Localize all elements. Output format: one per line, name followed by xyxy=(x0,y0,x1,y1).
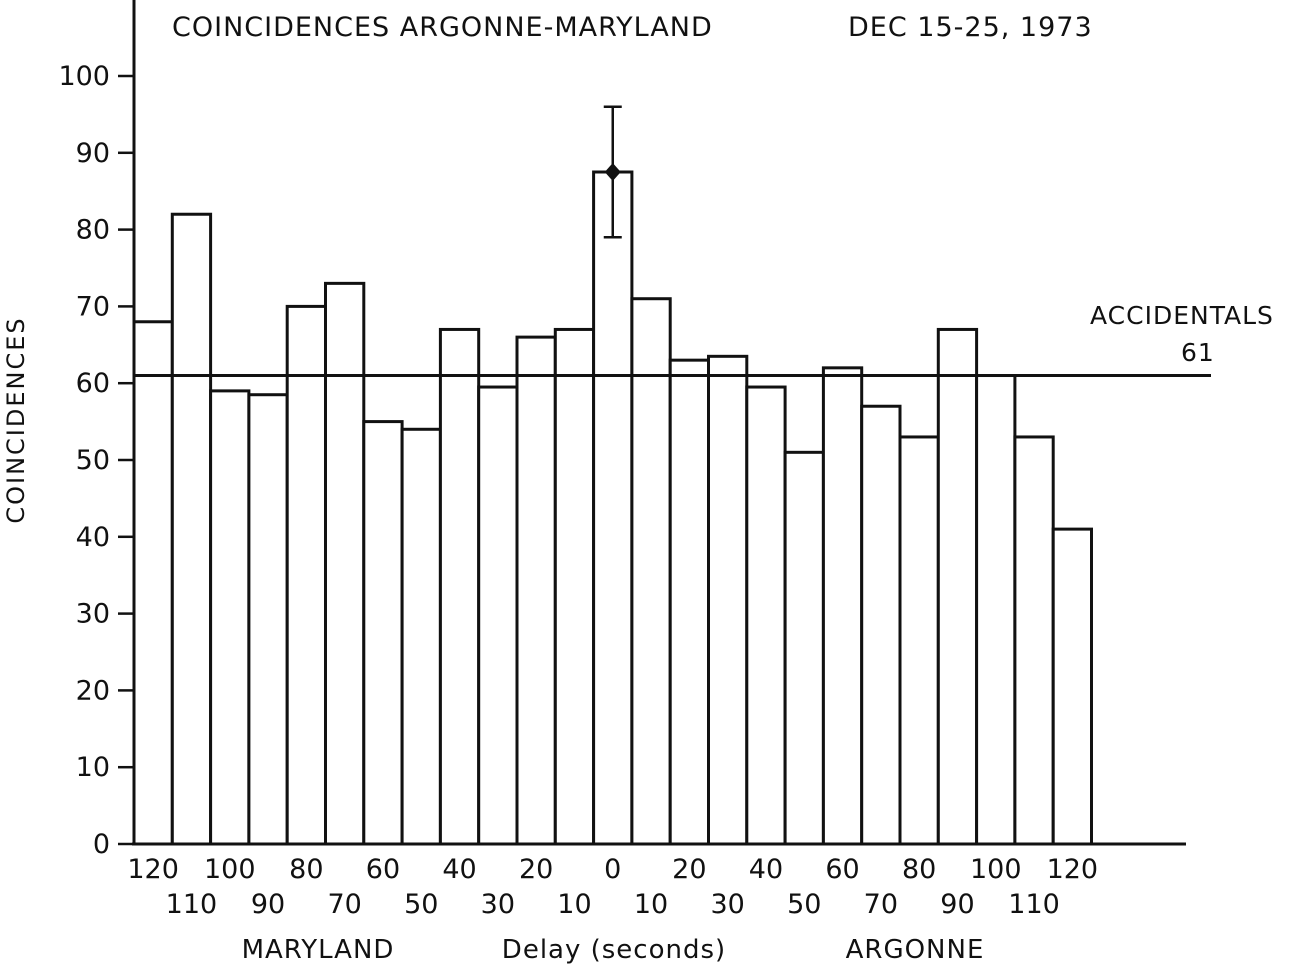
y-tick-label-40: 40 xyxy=(76,522,110,553)
x-category-label-5: 70 xyxy=(327,889,361,920)
axes-group xyxy=(132,0,1186,846)
bar-24 xyxy=(1051,527,1093,846)
x-category-label-2: 100 xyxy=(204,854,256,885)
bar-1 xyxy=(170,212,213,846)
y-axis-label: COINCIDENCES xyxy=(2,316,30,523)
x-category-label-13: 10 xyxy=(634,889,668,920)
bar-9 xyxy=(477,385,519,846)
bar-13 xyxy=(630,297,672,846)
bar-18 xyxy=(821,366,864,846)
y-tick-label-30: 30 xyxy=(76,599,110,630)
y-ticks-group: 0 10 20 30 40 50 60 70 80 90 100 xyxy=(58,61,134,860)
bar-6 xyxy=(362,420,404,846)
region-label-argonne: ARGONNE xyxy=(846,935,985,965)
bar-11 xyxy=(553,327,596,846)
x-category-label-15: 30 xyxy=(710,889,744,920)
x-category-label-17: 50 xyxy=(787,889,821,920)
bar-16 xyxy=(745,385,787,846)
x-category-label-24: 120 xyxy=(1047,854,1099,885)
y-tick-label-60: 60 xyxy=(76,368,110,399)
bar-22 xyxy=(975,374,1017,846)
y-tick-label-90: 90 xyxy=(76,138,110,169)
x-category-label-23: 110 xyxy=(1008,889,1060,920)
x-category-label-22: 100 xyxy=(970,854,1022,885)
y-tick-label-70: 70 xyxy=(76,291,110,322)
y-tick-label-50: 50 xyxy=(76,445,110,476)
x-category-labels: 1201101009080706050403020100102030405060… xyxy=(127,854,1098,920)
accidentals-label: ACCIDENTALS xyxy=(1090,301,1274,330)
bar-12 xyxy=(592,170,634,846)
region-label-maryland: MARYLAND xyxy=(242,935,395,965)
x-category-label-4: 80 xyxy=(289,854,323,885)
y-tick-label-0: 0 xyxy=(93,829,110,860)
x-category-label-14: 20 xyxy=(672,854,706,885)
x-category-label-12: 0 xyxy=(604,854,621,885)
bar-5 xyxy=(324,281,366,846)
bar-2 xyxy=(209,389,251,846)
bar-23 xyxy=(1013,435,1055,846)
y-tick-label-20: 20 xyxy=(76,675,110,706)
x-category-label-0: 120 xyxy=(127,854,179,885)
bar-15 xyxy=(707,354,749,846)
x-category-label-16: 40 xyxy=(749,854,783,885)
x-category-label-18: 60 xyxy=(825,854,859,885)
chart-date: DEC 15-25, 1973 xyxy=(848,12,1093,43)
y-tick-label-10: 10 xyxy=(76,752,110,783)
accidentals-value: 61 xyxy=(1181,338,1215,367)
x-category-label-3: 90 xyxy=(251,889,285,920)
x-category-label-9: 30 xyxy=(481,889,515,920)
x-category-label-7: 50 xyxy=(404,889,438,920)
bar-17 xyxy=(783,450,825,846)
x-category-label-20: 80 xyxy=(902,854,936,885)
x-category-label-21: 90 xyxy=(940,889,974,920)
overlay-group xyxy=(134,105,1211,378)
bar-14 xyxy=(668,358,711,846)
x-axis-label: Delay (seconds) xyxy=(502,935,726,965)
bar-7 xyxy=(400,427,442,846)
y-tick-label-100: 100 xyxy=(58,61,110,92)
bar-21 xyxy=(936,327,979,846)
bar-3 xyxy=(247,393,289,846)
bar-20 xyxy=(898,435,940,846)
bar-0 xyxy=(132,320,174,846)
x-category-label-11: 10 xyxy=(557,889,591,920)
x-category-label-6: 60 xyxy=(366,854,400,885)
bar-19 xyxy=(860,404,902,846)
y-tick-label-80: 80 xyxy=(76,215,110,246)
x-category-label-8: 40 xyxy=(442,854,476,885)
bar-10 xyxy=(515,335,557,846)
bar-8 xyxy=(438,327,481,846)
x-category-label-1: 110 xyxy=(166,889,218,920)
error-bar-marker xyxy=(604,163,621,181)
chart-title: COINCIDENCES ARGONNE-MARYLAND xyxy=(172,12,713,43)
bars-group xyxy=(132,170,1093,846)
x-category-label-19: 70 xyxy=(864,889,898,920)
bar-4 xyxy=(285,304,328,846)
x-category-label-10: 20 xyxy=(519,854,553,885)
